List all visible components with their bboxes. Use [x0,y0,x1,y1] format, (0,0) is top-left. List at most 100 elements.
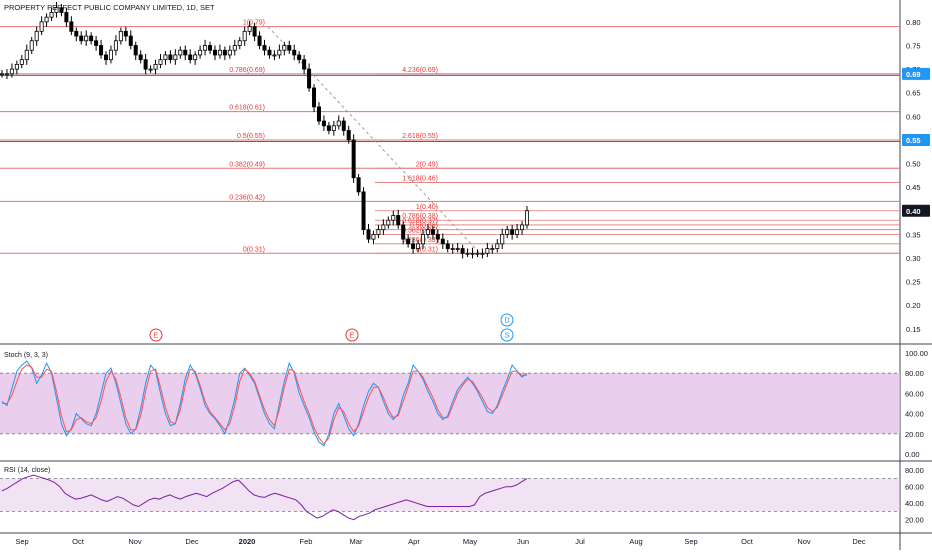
rsi-title: RSI (14, close) [4,467,50,474]
candle-body [19,59,24,65]
price-badge [902,204,930,217]
candle-body [307,68,312,89]
candle-body [525,210,530,226]
x-tick-label: May [463,537,477,546]
x-tick-label: Mar [350,537,363,546]
candle-body [391,215,396,221]
candle-body [287,45,292,51]
candle-body [49,12,54,18]
candle-body [133,45,138,56]
fib-extension-label: 0.236(0.33) [402,237,438,244]
price-badge [902,67,930,80]
candle-body [346,130,351,141]
price-tick-label: 0.25 [906,278,921,287]
candle-body [495,243,500,249]
candle-body [227,49,232,56]
candle-body [24,49,29,61]
candle-body [361,191,366,231]
candle-body [242,30,247,42]
stoch-band [0,373,900,434]
candle-body [312,87,317,108]
candle-body [401,224,406,240]
price-tick-label: 0.75 [906,42,921,51]
candle-body [4,73,9,76]
candle-body [490,248,495,250]
x-tick-label: Aug [629,537,642,546]
candle-body [267,49,272,56]
price-tick-label: 0.50 [906,160,921,169]
stoch-tick-label: 20.00 [905,430,924,439]
x-tick-label: Jun [517,537,529,546]
stoch-d-line [2,364,527,445]
price-tick-label: 0.65 [906,89,921,98]
price-badge-label: 0.55 [906,136,921,145]
candle-body [193,54,198,61]
candle-body [351,139,356,179]
candle-body [212,49,217,56]
stoch-tick-label: 100.00 [905,349,928,358]
candle-body [515,229,520,235]
candle-body [94,40,99,46]
candle-body [247,26,252,32]
candle-body [321,120,326,127]
rsi-tick-label: 80.00 [905,466,924,475]
candle-body [316,106,321,122]
candle-body [282,45,287,51]
candle-body [104,54,109,61]
x-tick-label: Jul [575,537,585,546]
candle-body [455,248,460,250]
candle-body [84,35,89,42]
stoch-tick-label: 0.00 [905,450,920,459]
event-marker-label: E [154,333,159,340]
candle-body [69,21,74,32]
stoch-tick-label: 60.00 [905,389,924,398]
candle-body [89,35,94,42]
candle-body [297,54,302,61]
candle-body [79,35,84,42]
candle-body [371,233,376,240]
candle-body [376,229,381,235]
candle-body [292,49,297,56]
candle-body [217,49,222,56]
candle-body [262,45,267,51]
candle-body [272,54,277,57]
candle-body [148,68,153,71]
candle-body [163,54,168,61]
candle-body [505,229,510,235]
candle-body [520,224,525,231]
candle-body [435,233,440,240]
fib-extension-label: 0.618(0.37) [402,218,438,225]
candle-body [9,68,14,75]
candle-body [232,45,237,51]
candle-body [411,243,416,249]
rsi-line [1,474,528,521]
candle-body [396,215,401,226]
candle-body [143,59,148,70]
stoch-title: Stoch (9, 3, 3) [4,352,48,359]
candle-body [445,243,450,249]
event-marker-label: S [505,333,510,340]
event-marker-label: D [504,318,509,325]
candle-body [326,125,331,131]
candle-body [237,40,242,46]
candle-body [386,219,391,226]
x-tick-label: Dec [852,537,866,546]
stoch-tick-label: 40.00 [905,410,924,419]
fib-extension-label: 4.236(0.69) [402,67,438,74]
price-tick-label: 0.15 [906,325,921,334]
candle-body [123,30,128,37]
candle-body [108,49,113,61]
fib-retracement-label: 0(0.31) [243,246,265,253]
price-tick-label: 0.20 [906,301,921,310]
candle-body [44,16,49,23]
candle-body [183,49,188,56]
fib-extension-label: 2.618(0.55) [402,133,438,140]
x-tick-label: Nov [128,537,142,546]
fib-extension-label: 0.786(0.38) [402,213,438,220]
x-tick-label: Sep [684,537,697,546]
candle-body [113,40,118,51]
candle-body [341,120,346,131]
candle-body [366,229,371,240]
